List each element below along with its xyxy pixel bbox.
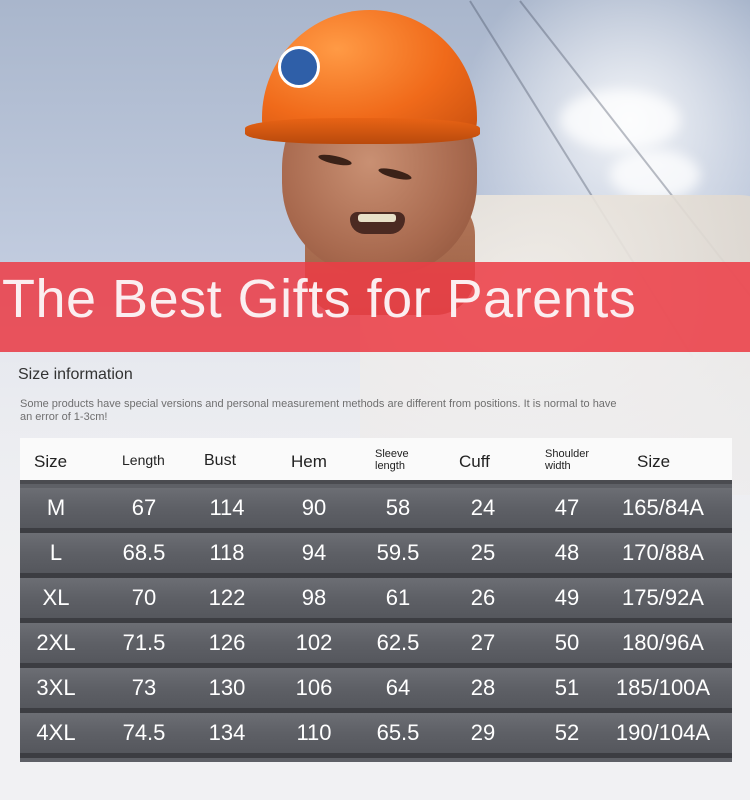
cell-length: 68.5 <box>122 540 166 565</box>
cell-shoulder-width: 47 <box>554 495 580 520</box>
cell-size: L <box>49 540 63 565</box>
cell-shoulder-width: 48 <box>554 540 580 565</box>
worker-teeth <box>358 214 396 222</box>
cell-bust: 130 <box>208 675 246 700</box>
cell-size: M <box>46 495 66 520</box>
header-sleeve-length: Sleeve length <box>375 448 409 472</box>
cell-sleeve-length: 61 <box>385 585 411 610</box>
size-info-note: Some products have special versions and … <box>20 398 617 423</box>
header-shoulder-width: Shoulder width <box>545 448 590 472</box>
cell-length: 70 <box>131 585 157 610</box>
header-size: Size <box>34 452 68 471</box>
cell-hem: 94 <box>301 540 327 565</box>
cell-shoulder-width: 49 <box>554 585 580 610</box>
cell-hem: 102 <box>295 630 333 655</box>
banner-title: The Best Gifts for Parents <box>2 269 637 329</box>
cell-cuff: 25 <box>470 540 496 565</box>
cell-size-code: 180/96A <box>622 630 704 655</box>
cloud <box>610 150 700 200</box>
cell-size: 2XL <box>36 630 76 655</box>
cell-bust: 126 <box>208 630 246 655</box>
table-row: M 67 114 90 58 24 47 165/84A <box>20 488 732 528</box>
row-divider <box>20 573 732 578</box>
cell-size-code: 185/100A <box>615 675 711 700</box>
cell-bust: 134 <box>208 720 246 745</box>
table-row: 4XL 74.5 134 110 65.5 29 52 190/104A <box>20 713 732 753</box>
cell-length: 73 <box>131 675 157 700</box>
cell-cuff: 29 <box>470 720 496 745</box>
cell-sleeve-length: 58 <box>385 495 411 520</box>
cell-shoulder-width: 51 <box>554 675 580 700</box>
cell-sleeve-length: 65.5 <box>376 720 420 745</box>
table-row: L 68.5 118 94 59.5 25 48 170/88A <box>20 533 732 573</box>
cell-bust: 122 <box>208 585 246 610</box>
row-divider <box>20 528 732 533</box>
size-table-header: Size Length Bust Hem Sleeve length Cuff … <box>20 438 732 484</box>
cell-length: 71.5 <box>122 630 166 655</box>
cell-size: 4XL <box>36 720 76 745</box>
cell-cuff: 27 <box>470 630 496 655</box>
cell-hem: 98 <box>301 585 327 610</box>
hard-hat-logo-icon <box>278 46 320 88</box>
cell-cuff: 24 <box>470 495 496 520</box>
size-info-title: Size information <box>18 366 133 383</box>
cell-bust: 118 <box>209 540 245 565</box>
cell-shoulder-width: 52 <box>554 720 580 745</box>
table-row: 2XL 71.5 126 102 62.5 27 50 180/96A <box>20 623 732 663</box>
cell-hem: 110 <box>296 720 332 745</box>
cloud <box>560 90 680 150</box>
header-bust: Bust <box>204 452 237 469</box>
cell-hem: 90 <box>301 495 327 520</box>
row-divider <box>20 708 732 713</box>
cell-cuff: 26 <box>470 585 496 610</box>
cell-length: 74.5 <box>122 720 166 745</box>
cell-size-code: 175/92A <box>622 585 704 610</box>
table-row: XL 70 122 98 61 26 49 175/92A <box>20 578 732 618</box>
cell-size-code: 165/84A <box>622 495 704 520</box>
row-divider <box>20 618 732 623</box>
header-length: Length <box>122 452 165 468</box>
cell-length: 67 <box>131 495 157 520</box>
cell-size: 3XL <box>36 675 76 700</box>
cell-shoulder-width: 50 <box>554 630 580 655</box>
cell-cuff: 28 <box>470 675 496 700</box>
cell-size-code: 170/88A <box>622 540 704 565</box>
cell-size-code: 190/104A <box>615 720 711 745</box>
hard-hat-brim <box>245 118 480 144</box>
header-hem: Hem <box>291 452 327 471</box>
cell-sleeve-length: 59.5 <box>376 540 420 565</box>
header-size-code: Size <box>637 452 671 471</box>
table-row: 3XL 73 130 106 64 28 51 185/100A <box>20 668 732 708</box>
row-divider <box>20 663 732 668</box>
cell-bust: 114 <box>209 495 245 520</box>
row-divider <box>20 753 732 758</box>
cell-hem: 106 <box>295 675 333 700</box>
cell-size: XL <box>42 585 70 610</box>
cell-sleeve-length: 62.5 <box>376 630 420 655</box>
header-cuff: Cuff <box>459 452 490 471</box>
cell-sleeve-length: 64 <box>385 675 411 700</box>
title-banner <box>0 262 750 352</box>
